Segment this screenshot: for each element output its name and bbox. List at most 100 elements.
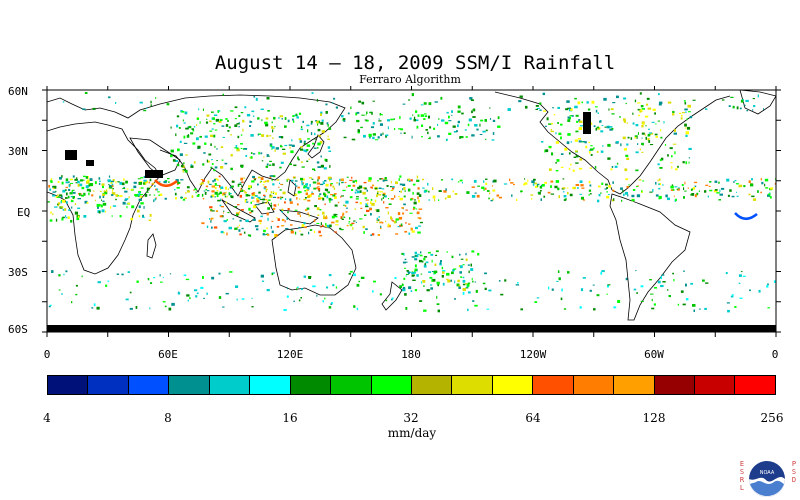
rain-cell	[204, 142, 207, 145]
rain-cell	[382, 192, 386, 196]
rain-cell	[223, 220, 227, 223]
rain-cell	[327, 146, 331, 149]
rain-cell	[268, 164, 272, 166]
rain-cell	[253, 95, 256, 98]
rain-cell	[248, 207, 251, 211]
rain-cell	[198, 108, 200, 111]
rain-cell	[125, 298, 129, 301]
rain-cell	[337, 201, 340, 204]
rain-cell	[99, 180, 101, 182]
rain-cell	[545, 125, 547, 127]
rain-cell	[321, 130, 325, 133]
rain-cell	[719, 189, 721, 192]
rain-cell	[658, 183, 662, 185]
rain-cell	[605, 183, 608, 186]
rain-cell	[204, 191, 207, 195]
rain-cell	[227, 119, 229, 122]
rain-cell	[611, 128, 614, 130]
rain-cell	[694, 185, 697, 188]
rain-cell	[309, 194, 312, 197]
rain-cell	[240, 147, 243, 149]
rain-cell	[164, 305, 167, 308]
rain-cell	[630, 137, 633, 140]
rain-cell	[306, 207, 310, 210]
rain-cell	[550, 129, 552, 131]
rain-cell	[322, 197, 325, 201]
rain-cell	[458, 265, 461, 267]
rain-cell	[180, 196, 183, 199]
rain-cell	[273, 207, 276, 210]
rain-cell	[62, 216, 65, 219]
rain-cell	[557, 122, 559, 124]
rain-cell	[739, 107, 742, 110]
rain-cell	[371, 233, 375, 236]
rain-cell	[538, 191, 541, 195]
rain-cell	[610, 168, 613, 171]
rain-cell	[266, 188, 268, 190]
rain-cell	[263, 156, 265, 158]
rain-cell	[437, 135, 440, 138]
rain-cell	[202, 163, 205, 166]
rain-cell	[65, 215, 67, 218]
colorbar-segment	[573, 376, 615, 394]
rain-cell	[639, 109, 643, 112]
rain-cell	[366, 209, 370, 212]
rain-cell	[607, 157, 611, 160]
rain-cell	[637, 132, 639, 135]
rain-cell	[235, 213, 239, 216]
rain-cell	[60, 200, 62, 204]
rain-cell	[423, 118, 426, 120]
rain-cell	[290, 230, 294, 234]
rain-cell	[239, 211, 241, 213]
rain-cell	[486, 308, 490, 310]
rain-cell	[87, 188, 91, 192]
rain-cell	[404, 293, 407, 296]
rain-cell	[245, 199, 248, 201]
rain-cell	[182, 198, 186, 201]
rain-cell	[436, 281, 440, 285]
rain-cell	[598, 193, 601, 197]
rain-cell	[679, 112, 682, 114]
rain-cell	[274, 234, 278, 237]
rain-cell	[483, 180, 485, 183]
rain-cell	[627, 136, 630, 139]
rain-cell	[200, 178, 203, 180]
colorbar-segment	[614, 376, 655, 394]
rain-cell	[589, 184, 592, 187]
rain-cell	[412, 114, 414, 116]
rain-cell	[199, 135, 202, 138]
rain-cell	[484, 119, 487, 122]
rain-cell	[278, 186, 280, 188]
rain-cell	[511, 194, 513, 197]
rain-cell	[341, 195, 344, 197]
rain-cell	[606, 191, 608, 193]
rain-cell	[484, 187, 487, 190]
rain-cell	[532, 183, 535, 186]
rain-cell	[472, 109, 475, 111]
rain-cell	[55, 190, 57, 193]
rain-cell	[240, 189, 244, 192]
rain-cell	[162, 301, 166, 303]
rain-cell	[462, 288, 466, 291]
rain-cell	[240, 209, 244, 211]
rain-cell	[123, 178, 125, 181]
rain-cell	[653, 303, 656, 306]
rain-cell	[323, 192, 326, 196]
rain-cell	[575, 114, 579, 117]
rain-cell	[415, 119, 419, 122]
rain-cell	[459, 136, 461, 139]
lon-label-60w: 60W	[644, 348, 664, 361]
rain-cell	[354, 208, 356, 210]
rain-cell	[205, 185, 209, 188]
rain-cell	[286, 287, 288, 290]
rain-cell	[601, 125, 604, 126]
rain-cell	[531, 198, 533, 200]
rain-cell	[651, 307, 655, 310]
rain-cell	[416, 274, 419, 277]
rain-cell	[212, 117, 215, 120]
rain-cell	[271, 179, 273, 182]
rain-cell	[107, 280, 110, 282]
rain-cell	[417, 231, 421, 234]
rain-cell	[323, 215, 325, 218]
rain-cell	[680, 114, 683, 117]
